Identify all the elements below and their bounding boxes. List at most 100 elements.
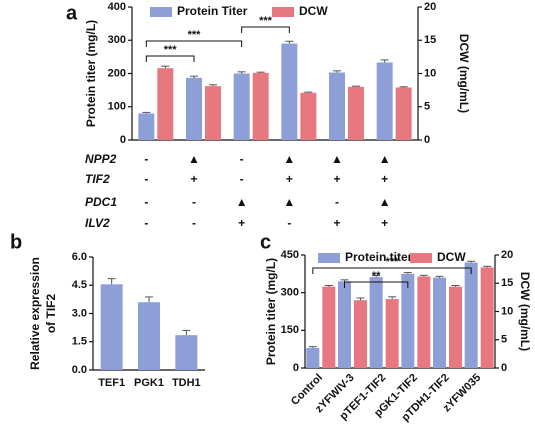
significance-label: *** <box>188 29 202 41</box>
x-tick-label: TEF1 <box>98 377 125 389</box>
legend-swatch <box>150 7 172 17</box>
genotype-mark: - <box>287 216 291 230</box>
genotype-mark: ▲ <box>236 195 248 209</box>
bar <box>338 281 351 368</box>
legend-swatch <box>272 7 294 17</box>
y2-axis-label: DCW (mg/mL) <box>457 34 471 113</box>
y2-tick-label: 0 <box>501 362 507 374</box>
y-tick-label: 0 <box>120 134 126 146</box>
significance-label: *** <box>164 44 178 56</box>
bar <box>281 43 298 141</box>
bar <box>354 300 367 368</box>
genotype-mark: + <box>190 172 197 186</box>
gene-label: ILV2 <box>85 216 110 230</box>
gene-label: PDC1 <box>85 195 117 209</box>
genotype-mark: - <box>240 172 244 186</box>
bar <box>369 277 383 368</box>
genotype-mark: - <box>192 216 196 230</box>
bar <box>376 62 393 141</box>
panel-label: a <box>66 2 78 24</box>
bar <box>385 299 399 368</box>
y2-tick-label: 10 <box>424 67 436 79</box>
gene-label: TIF2 <box>85 172 110 186</box>
genotype-mark: + <box>333 172 340 186</box>
x-tick-label: PGK1 <box>134 377 164 389</box>
panel-label: c <box>260 231 271 253</box>
y-tick-label: 6.0 <box>72 251 87 263</box>
legend-swatch <box>410 253 432 263</box>
bar <box>401 273 415 368</box>
y-tick-label: 150 <box>281 324 299 336</box>
gene-label: NPP2 <box>85 152 117 166</box>
bar <box>175 335 198 370</box>
bar <box>329 72 345 140</box>
y2-tick-label: 20 <box>501 249 513 261</box>
y-tick-label: 3.0 <box>72 307 87 319</box>
y-tick-label: 0 <box>293 362 299 374</box>
genotype-mark: ▲ <box>283 195 295 209</box>
panel-label: b <box>10 231 22 253</box>
y2-tick-label: 10 <box>501 305 513 317</box>
bar <box>348 86 364 140</box>
y-tick-label: 1.5 <box>72 336 87 348</box>
bar <box>186 77 202 140</box>
genotype-mark: + <box>381 216 388 230</box>
bar <box>300 92 317 140</box>
legend-label: DCW <box>299 4 328 18</box>
bar <box>138 113 155 140</box>
bar <box>433 277 446 368</box>
x-tick-label: TDH1 <box>172 377 201 389</box>
genotype-mark: + <box>238 216 245 230</box>
legend-label: Protein titer <box>345 250 413 264</box>
bar <box>417 276 431 368</box>
y-tick-label: 100 <box>108 101 126 113</box>
y2-tick-label: 15 <box>501 277 513 289</box>
y-tick-label: 200 <box>108 67 126 79</box>
significance-label: ** <box>372 270 381 282</box>
y2-tick-label: 5 <box>424 101 430 113</box>
bar <box>449 286 462 368</box>
bar <box>157 68 174 140</box>
y2-tick-label: 0 <box>424 134 430 146</box>
genotype-mark: - <box>335 195 339 209</box>
y-tick-label: 450 <box>281 249 299 261</box>
genotype-mark: ▲ <box>283 152 295 166</box>
significance-bracket <box>312 267 472 274</box>
bar <box>464 262 478 368</box>
legend-label: DCW <box>437 250 466 264</box>
genotype-mark: ▲ <box>379 152 391 166</box>
genotype-mark: - <box>144 195 148 209</box>
genotype-mark: - <box>144 216 148 230</box>
y-tick-label: 400 <box>108 1 126 13</box>
y-tick-label: 0.0 <box>72 364 87 376</box>
y-axis-label: Relative expression <box>28 257 42 370</box>
genotype-mark: + <box>381 172 388 186</box>
bar <box>395 87 412 140</box>
bar <box>322 286 336 368</box>
bar <box>138 302 160 370</box>
significance-label: *** <box>386 256 400 268</box>
y-tick-label: 300 <box>281 287 299 299</box>
genotype-mark: - <box>192 195 196 209</box>
bar <box>205 86 221 140</box>
y2-tick-label: 20 <box>424 1 436 13</box>
genotype-mark: ▲ <box>331 152 343 166</box>
significance-bracket <box>241 26 290 33</box>
legend-swatch <box>318 253 340 263</box>
legend-label: Protein Titer <box>177 4 248 18</box>
significance-bracket <box>145 55 195 62</box>
significance-bracket <box>145 40 243 47</box>
significance-bracket <box>344 281 409 288</box>
genotype-mark: - <box>144 172 148 186</box>
y-axis-label: Protein titer (mg/L) <box>84 20 98 127</box>
bar <box>480 267 494 368</box>
genotype-mark: ▲ <box>379 195 391 209</box>
y-axis-label: of TIF2 <box>44 294 58 334</box>
y-tick-label: 4.5 <box>72 279 87 291</box>
bar <box>100 284 123 370</box>
significance-label: *** <box>259 15 273 27</box>
genotype-mark: + <box>333 216 340 230</box>
genotype-mark: + <box>286 172 293 186</box>
y2-axis-label: DCW (mg/mL) <box>518 272 532 351</box>
